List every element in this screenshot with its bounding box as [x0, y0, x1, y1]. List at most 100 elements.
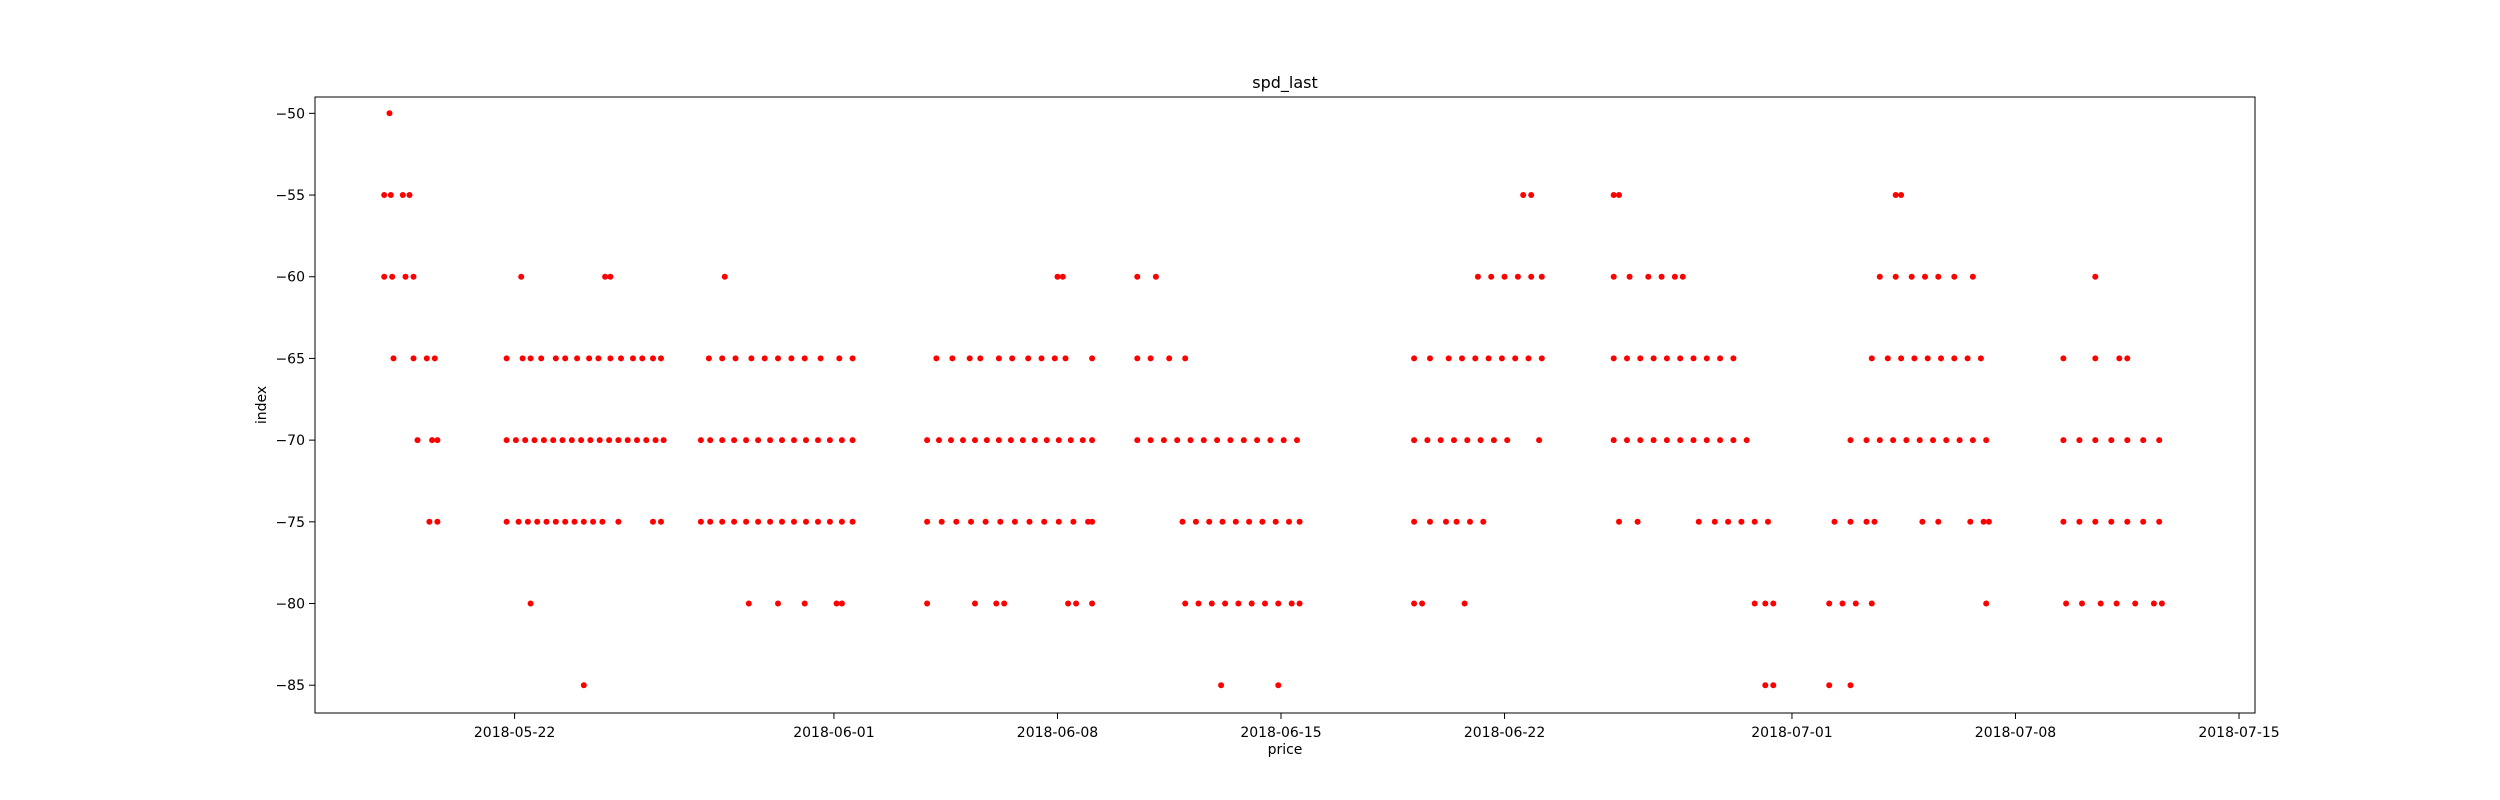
scatter-point: [1980, 518, 1987, 525]
scatter-point: [801, 600, 808, 607]
scatter-point: [1459, 355, 1465, 362]
scatter-point: [838, 437, 845, 444]
scatter-point: [1419, 600, 1426, 607]
scatter-point: [1166, 355, 1173, 362]
scatter-point: [1650, 355, 1657, 362]
scatter-point: [1206, 518, 1213, 525]
scatter-point: [1637, 355, 1644, 362]
scatter-point: [1847, 518, 1854, 525]
scatter-point: [767, 518, 774, 525]
scatter-point: [1259, 518, 1266, 525]
scatter-point: [1445, 355, 1452, 362]
scatter-point: [2063, 600, 2070, 607]
scatter-point: [402, 273, 409, 280]
x-tick-label: 2018-07-15: [2198, 725, 2279, 741]
scatter-point: [1610, 437, 1617, 444]
scatter-point: [1464, 437, 1471, 444]
scatter-point: [1770, 600, 1777, 607]
scatter-point: [515, 518, 522, 525]
scatter-point: [1498, 355, 1505, 362]
scatter-point: [519, 355, 526, 362]
scatter-point: [1956, 437, 1963, 444]
scatter-point: [1903, 437, 1910, 444]
scatter-point: [1195, 600, 1202, 607]
scatter-point: [1427, 518, 1433, 525]
scatter-point: [960, 437, 966, 444]
scatter-point: [743, 518, 750, 525]
scatter-point: [534, 518, 541, 525]
scatter-point: [1062, 355, 1069, 362]
scatter-point: [924, 437, 931, 444]
scatter-point: [719, 518, 726, 525]
scatter-point: [1275, 682, 1282, 689]
scatter-point: [1152, 273, 1159, 280]
scatter-point: [791, 437, 797, 444]
scatter-point: [1677, 437, 1684, 444]
scatter-point: [1182, 355, 1189, 362]
scatter-point: [1461, 600, 1468, 607]
scatter-point: [697, 518, 704, 525]
scatter-point: [761, 355, 768, 362]
scatter-point: [2092, 518, 2099, 525]
scatter-point: [1501, 273, 1508, 280]
scatter-point: [1695, 518, 1702, 525]
scatter-point: [1200, 437, 1207, 444]
scatter-point: [779, 518, 785, 525]
scatter-point: [1472, 355, 1479, 362]
scatter-point: [2092, 273, 2099, 280]
scatter-point: [1538, 273, 1545, 280]
scatter-point: [1079, 437, 1086, 444]
scatter-point: [1451, 437, 1457, 444]
scatter-point: [791, 518, 797, 525]
scatter-point: [1935, 518, 1942, 525]
scatter-point: [1089, 437, 1096, 444]
scatter-point: [2060, 355, 2067, 362]
scatter-point: [936, 437, 942, 444]
scatter-point: [1743, 437, 1750, 444]
x-axis-label: price: [1268, 742, 1303, 758]
scatter-point: [414, 437, 421, 444]
scatter-point: [1528, 192, 1535, 198]
scatter-point: [1624, 437, 1630, 444]
scatter-point: [615, 518, 622, 525]
scatter-point: [431, 355, 438, 362]
scatter-point: [1650, 437, 1657, 444]
scatter-point: [1474, 273, 1481, 280]
scatter-point: [503, 518, 510, 525]
y-axis: −50 −55 −60 −65 −70 −75 −80 −85: [275, 106, 315, 694]
scatter-point: [1262, 600, 1268, 607]
scatter-point: [1467, 518, 1473, 525]
scatter-point: [1967, 518, 1974, 525]
scatter-point: [1485, 355, 1492, 362]
scatter-point: [1898, 355, 1905, 362]
scatter-point: [731, 518, 738, 525]
y-tick-label: −80: [275, 597, 305, 613]
scatter-point: [2079, 600, 2085, 607]
scatter-point: [1847, 437, 1854, 444]
y-tick-label: −75: [275, 515, 305, 531]
scatter-point: [849, 437, 856, 444]
scatter-point: [755, 518, 762, 525]
scatter-point: [1943, 437, 1950, 444]
scatter-point: [1504, 437, 1511, 444]
scatter-point: [1762, 682, 1769, 689]
scatter-point: [779, 437, 785, 444]
scatter-point: [381, 273, 388, 280]
scatter-point: [1930, 437, 1936, 444]
y-tick-label: −50: [275, 106, 305, 122]
scatter-point: [650, 355, 656, 362]
scatter-point: [2108, 518, 2115, 525]
scatter-point: [1089, 518, 1096, 525]
scatter-point: [849, 518, 856, 525]
scatter-point: [1626, 273, 1633, 280]
scatter-point: [2156, 437, 2163, 444]
y-tick-label: −65: [275, 351, 305, 367]
y-tick-label: −85: [275, 678, 305, 694]
scatter-point: [849, 355, 856, 362]
scatter-point: [531, 437, 538, 444]
scatter-point: [826, 518, 833, 525]
scatter-point: [1876, 273, 1883, 280]
scatter-point: [1703, 355, 1710, 362]
scatter-point: [1011, 518, 1018, 525]
scatter-point: [568, 437, 575, 444]
